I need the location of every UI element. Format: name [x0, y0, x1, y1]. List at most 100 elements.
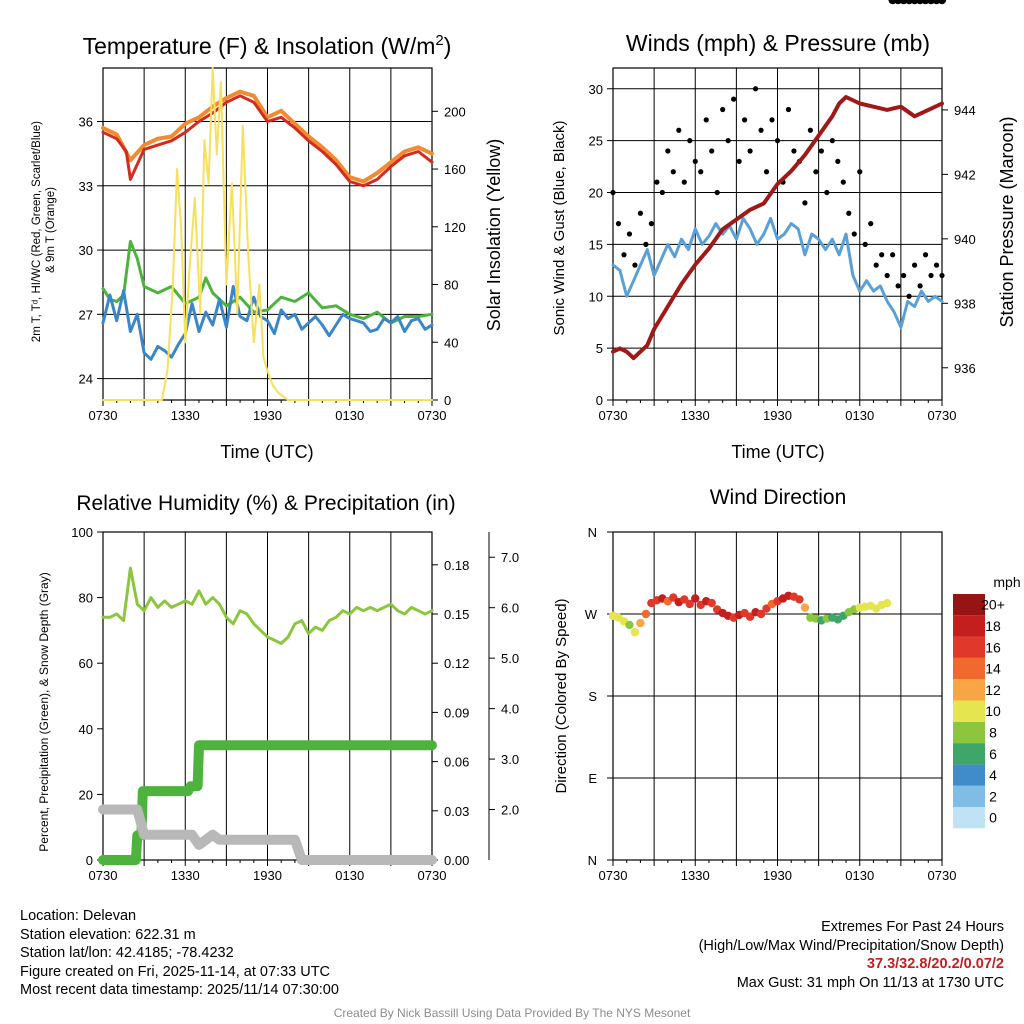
x-tick-label: 0130 [335, 408, 364, 423]
legend-label: 12 [985, 682, 1001, 698]
direction-point [707, 598, 716, 608]
series-gust-point [637, 210, 644, 216]
x-tick-label: 1330 [171, 868, 200, 883]
winds-right-axis-label: Station Pressure (Maroon) [997, 116, 1017, 327]
series-gust-point [648, 221, 654, 227]
y-tick-label: 5 [596, 341, 603, 356]
legend-swatch [953, 807, 985, 829]
station-info: Location: Delevan Station elevation: 622… [20, 907, 339, 1000]
right-axis-tick-label: 940 [954, 232, 976, 247]
right-axis-tick-label: 0 [444, 393, 451, 408]
series-gust-point [643, 241, 649, 247]
series-gust-point [774, 138, 781, 144]
y-tick-label: N [588, 525, 597, 540]
station-latlon: Station lat/lon: 42.4185; -78.4232 [20, 945, 234, 962]
y-tick-label: 40 [79, 722, 93, 737]
series-sonic-wind [611, 216, 944, 329]
series-gust-point [818, 148, 824, 154]
y-tick-label: 15 [589, 237, 603, 252]
series-gust-point [802, 200, 808, 206]
recent-data-timestamp: Most recent data timestamp: 2025/11/14 0… [20, 982, 339, 999]
direction-y-axis-label: Direction (Colored By Speed) [553, 598, 570, 793]
legend-swatch [953, 594, 985, 616]
series-gust-point [857, 169, 863, 175]
series-gust-point [862, 241, 868, 247]
series-gust-point [824, 189, 830, 196]
series-gust-point [703, 117, 709, 123]
extremes-info: Extremes For Past 24 Hours (High/Low/Max… [699, 918, 1004, 992]
series-gust-point [731, 96, 737, 102]
legend-swatch [953, 636, 985, 658]
series-solar-insolation [102, 67, 433, 401]
series-snow-depth [98, 804, 437, 865]
direction-point [800, 603, 810, 612]
y-tick-label: W [585, 607, 598, 622]
x-tick-label: 0730 [928, 408, 957, 423]
legend-label: 18 [985, 618, 1001, 634]
right-axis-tick-label: 942 [954, 167, 976, 182]
y-tick-label: 100 [71, 525, 93, 540]
series-gust-point [939, 272, 945, 279]
series-gust-point [742, 117, 748, 123]
series-gust-point [698, 169, 704, 175]
series-gust-point [851, 231, 857, 237]
y-tick-label: 25 [589, 134, 603, 149]
series-gust-point [922, 252, 929, 258]
precip-axis-tick-label: 0.15 [444, 607, 469, 622]
legend-label: 8 [989, 724, 997, 740]
series-gust-point [632, 262, 638, 268]
series-gust-point [621, 252, 627, 258]
x-tick-label: 1930 [253, 408, 282, 423]
y-tick-label: 20 [589, 186, 603, 201]
winds-plot-area: 0730 1330 1930 0130 073005101520253093693894… [589, 67, 976, 423]
series-gust-point [807, 127, 814, 133]
direction-point [625, 620, 634, 630]
series-gust-point [868, 221, 874, 227]
humidity-panel-title: Relative Humidity (%) & Precipitation (i… [76, 492, 455, 515]
direction-point [641, 609, 651, 619]
right-axis-tick-label: 936 [954, 361, 976, 376]
legend-swatch [953, 764, 985, 786]
legend-label: 6 [989, 746, 997, 762]
y-tick-label: N [588, 853, 597, 868]
legend-label: 16 [985, 639, 1001, 655]
y-tick-label: 10 [589, 289, 603, 304]
series-gust-point [879, 252, 885, 258]
direction-point [685, 599, 694, 609]
temperature-y-axis-label: 2m T, Tᵈ, HI/WC (Red, Green, Scarlet/Blu… [31, 118, 57, 342]
credit-line: Created By Nick Bassill Using Data Provi… [333, 1006, 691, 1020]
series-gust-point [846, 210, 852, 216]
legend-swatch [953, 657, 985, 680]
series-gust-point [873, 262, 879, 268]
series-gust-point [813, 169, 819, 175]
series-gust-point [928, 272, 934, 279]
legend-swatch [953, 743, 985, 765]
y-tick-label: 30 [79, 243, 93, 258]
temperature-y-axis-label-line2: & 9m T (Orange) [45, 187, 57, 273]
x-tick-label: 0730 [89, 868, 118, 883]
temperature-title-superscript: 2 [435, 32, 443, 49]
y-tick-label: 0 [596, 393, 603, 408]
series-gust-point [884, 272, 890, 279]
humidity-panel: Relative Humidity (%) & Precipitation (i… [37, 492, 519, 883]
x-tick-label: 0730 [599, 408, 628, 423]
temperature-right-axis-label: Solar Insolation (Yellow) [484, 139, 504, 331]
precip-axis-tick-label: 0.00 [444, 853, 469, 868]
series-gust-point [676, 127, 682, 133]
series-gust-point [725, 138, 731, 144]
winds-y-axis-label: Sonic Wind & Gust (Blue, Black) [551, 120, 568, 335]
series-gust-point [763, 169, 770, 175]
series-gust-point [681, 179, 687, 185]
temperature-plot-area: 0730 1330 1930 0130 0730 24 27 30 33 36 0 40 80 120 16… [79, 67, 466, 423]
series-gust-point [714, 189, 720, 196]
y-tick-label: 24 [79, 372, 93, 387]
y-tick-label: 20 [79, 787, 93, 802]
precip-axis-tick-label: 0.18 [444, 558, 469, 573]
y-tick-label: 0 [86, 853, 93, 868]
series-9m-t [101, 89, 434, 184]
legend-label: 4 [989, 767, 997, 783]
x-tick-label: 1330 [171, 408, 200, 423]
series-gust-point [933, 262, 940, 268]
max-gust: Max Gust: 31 mph On 11/13 at 1730 UTC [736, 974, 1004, 991]
